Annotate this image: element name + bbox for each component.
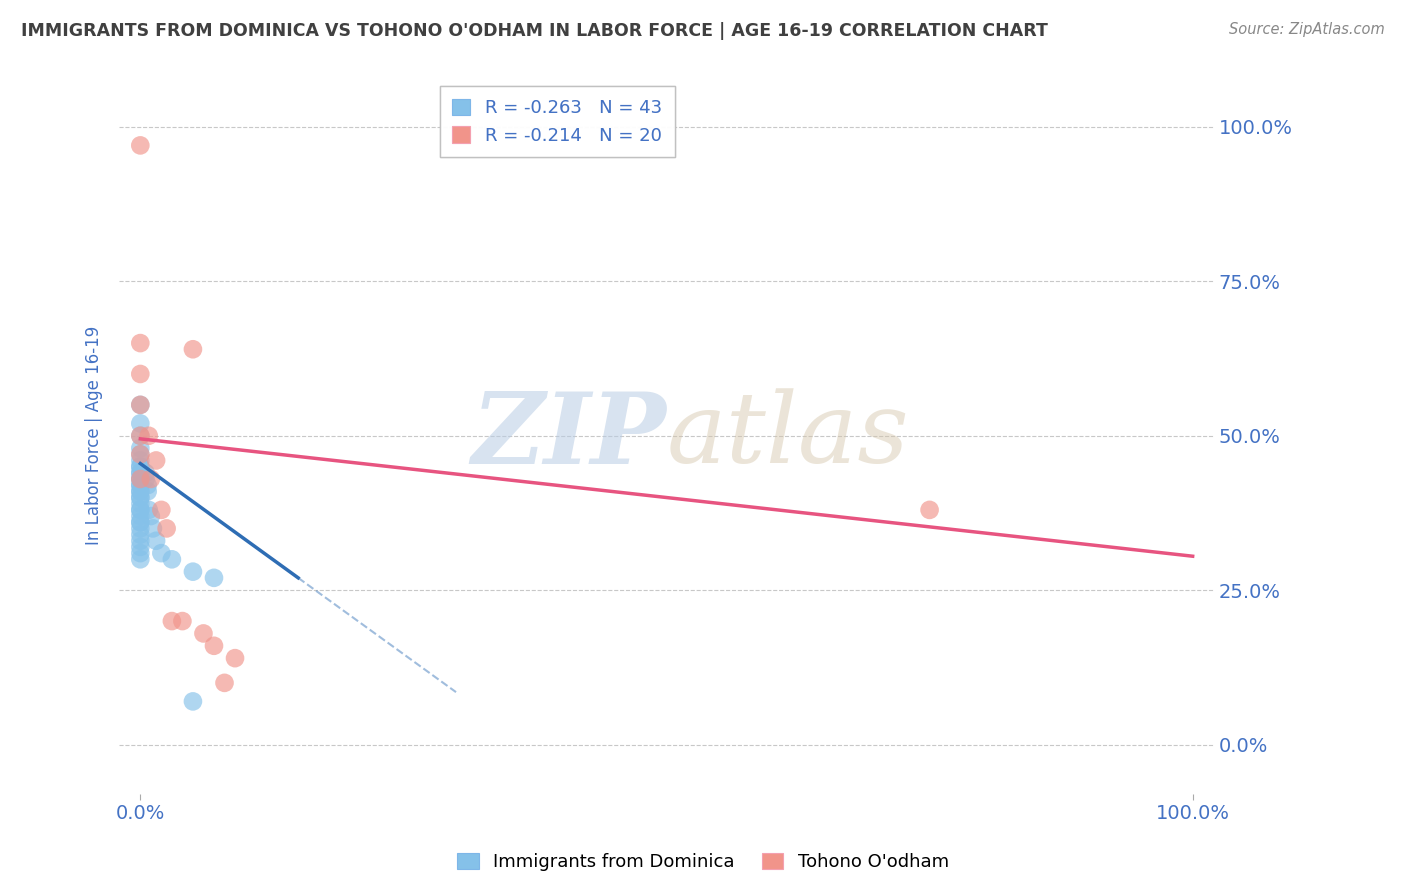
Point [142,521,165,535]
Point [129,484,152,499]
Point [129,503,152,517]
Point [129,447,152,461]
Point [129,441,152,455]
Text: ZIP: ZIP [471,387,666,484]
Point [129,336,152,351]
Point [193,626,215,640]
Point [129,478,152,492]
Point [202,639,225,653]
Point [136,478,159,492]
Point [129,429,152,443]
Point [135,472,157,486]
Point [160,614,183,628]
Point [129,521,152,535]
Point [129,398,152,412]
Point [129,552,152,566]
Point [129,466,152,480]
Point [129,515,152,529]
Point [129,459,152,474]
Legend: Immigrants from Dominica, Tohono O'odham: Immigrants from Dominica, Tohono O'odham [450,846,956,879]
Point [214,676,236,690]
Point [129,138,152,153]
Point [129,527,152,541]
Point [918,503,941,517]
Point [145,533,167,548]
Text: atlas: atlas [666,388,910,483]
Point [129,491,152,505]
Point [224,651,246,665]
Legend: R = -0.263   N = 43, R = -0.214   N = 20: R = -0.263 N = 43, R = -0.214 N = 20 [440,87,675,157]
Text: IMMIGRANTS FROM DOMINICA VS TOHONO O'ODHAM IN LABOR FORCE | AGE 16-19 CORRELATIO: IMMIGRANTS FROM DOMINICA VS TOHONO O'ODH… [21,22,1047,40]
Point [129,503,152,517]
Point [202,571,225,585]
Point [129,472,152,486]
Point [129,429,152,443]
Point [139,509,162,524]
Point [129,466,152,480]
Text: Source: ZipAtlas.com: Source: ZipAtlas.com [1229,22,1385,37]
Point [129,491,152,505]
Point [129,417,152,431]
Point [129,497,152,511]
Point [181,565,204,579]
Point [138,503,160,517]
Point [135,466,157,480]
Point [129,447,152,461]
Point [129,546,152,560]
Point [150,546,173,560]
Point [136,484,159,499]
Point [145,453,167,467]
Point [129,472,152,486]
Point [129,398,152,412]
Point [129,472,152,486]
Point [160,552,183,566]
Point [181,343,204,357]
Point [129,478,152,492]
Point [129,509,152,524]
Point [150,503,173,517]
Point [129,367,152,381]
Point [181,694,204,708]
Point [129,459,152,474]
Point [129,453,152,467]
Point [129,540,152,554]
Point [139,472,162,486]
Point [129,484,152,499]
Point [172,614,194,628]
Y-axis label: In Labor Force | Age 16-19: In Labor Force | Age 16-19 [86,326,103,545]
Point [129,515,152,529]
Point [138,429,160,443]
Point [129,533,152,548]
Point [156,521,179,535]
